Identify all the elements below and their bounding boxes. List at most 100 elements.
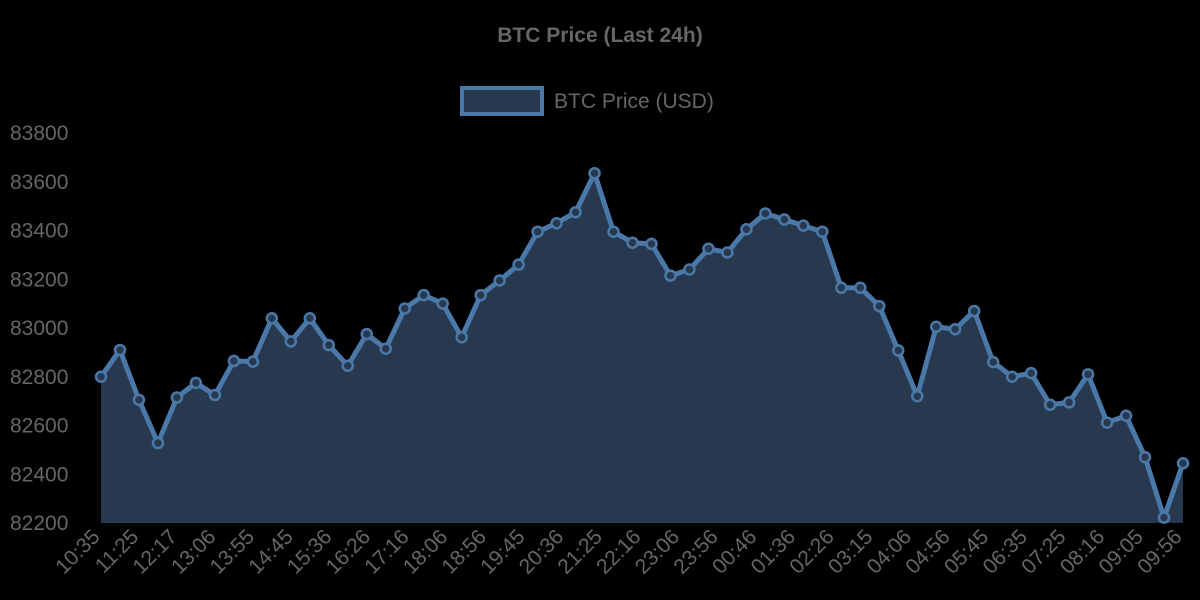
chart-title: BTC Price (Last 24h) bbox=[497, 24, 702, 47]
data-point[interactable] bbox=[683, 263, 696, 276]
data-point[interactable] bbox=[493, 274, 506, 287]
data-point[interactable] bbox=[113, 343, 127, 357]
data-point[interactable] bbox=[550, 216, 563, 230]
y-tick-label: 83000 bbox=[10, 317, 68, 340]
y-tick-label: 82400 bbox=[10, 463, 68, 486]
data-point[interactable] bbox=[284, 335, 298, 348]
data-point[interactable] bbox=[1119, 409, 1133, 422]
data-point[interactable] bbox=[607, 225, 620, 238]
x-tick-label: 08:16 bbox=[1056, 525, 1109, 578]
data-point[interactable] bbox=[1138, 450, 1152, 464]
data-point[interactable] bbox=[778, 213, 791, 226]
data-point[interactable] bbox=[360, 327, 374, 341]
data-point[interactable] bbox=[797, 219, 810, 232]
x-tick-label: 00:46 bbox=[708, 525, 761, 578]
data-point[interactable] bbox=[569, 205, 582, 219]
data-point[interactable] bbox=[455, 331, 468, 344]
data-points bbox=[94, 166, 1190, 524]
legend-label[interactable]: BTC Price (USD) bbox=[554, 90, 714, 113]
data-point[interactable] bbox=[759, 207, 772, 220]
data-point[interactable] bbox=[246, 355, 260, 368]
legend[interactable]: BTC Price (USD) bbox=[460, 86, 714, 116]
y-tick-label: 83800 bbox=[10, 122, 68, 145]
data-point[interactable] bbox=[303, 312, 317, 325]
x-tick-label: 17:16 bbox=[360, 525, 413, 578]
legend-swatch[interactable] bbox=[460, 86, 544, 116]
x-tick-label: 14:45 bbox=[244, 525, 297, 578]
y-tick-label: 82200 bbox=[10, 512, 68, 535]
x-tick-label: 18:06 bbox=[399, 525, 452, 578]
x-tick-label: 13:06 bbox=[167, 525, 220, 578]
data-point[interactable] bbox=[986, 355, 1000, 369]
x-tick-label: 12:17 bbox=[128, 525, 181, 578]
data-point[interactable] bbox=[436, 297, 449, 310]
data-point[interactable] bbox=[835, 281, 848, 295]
data-point[interactable] bbox=[740, 223, 753, 236]
data-point[interactable] bbox=[664, 269, 677, 282]
plot-area bbox=[98, 170, 1186, 523]
x-tick-label: 03:15 bbox=[824, 525, 877, 578]
data-point[interactable] bbox=[189, 376, 203, 390]
data-point[interactable] bbox=[1062, 396, 1076, 409]
data-point[interactable] bbox=[721, 246, 734, 259]
data-point[interactable] bbox=[208, 388, 222, 402]
x-tick-label: 15:36 bbox=[283, 525, 336, 578]
x-tick-label: 04:06 bbox=[863, 525, 916, 578]
data-point[interactable] bbox=[341, 359, 355, 373]
x-tick-label: 05:45 bbox=[940, 525, 993, 578]
y-tick-label: 83600 bbox=[10, 171, 68, 194]
data-point[interactable] bbox=[873, 299, 886, 313]
data-point[interactable] bbox=[322, 338, 336, 352]
data-point[interactable] bbox=[588, 166, 601, 180]
data-point[interactable] bbox=[1081, 368, 1095, 381]
y-tick-label: 83400 bbox=[10, 220, 68, 243]
x-tick-label: 16:26 bbox=[322, 525, 375, 578]
x-tick-label: 22:16 bbox=[592, 525, 645, 578]
data-point[interactable] bbox=[910, 390, 924, 403]
x-tick-label: 23:06 bbox=[631, 525, 684, 578]
series-area-fill bbox=[101, 173, 1183, 523]
data-point[interactable] bbox=[892, 344, 905, 357]
data-point[interactable] bbox=[626, 236, 639, 249]
data-point[interactable] bbox=[379, 342, 392, 355]
data-point[interactable] bbox=[132, 393, 146, 407]
data-point[interactable] bbox=[929, 320, 943, 334]
data-point[interactable] bbox=[531, 225, 544, 238]
data-point[interactable] bbox=[1157, 511, 1171, 524]
x-axis: 10:3511:2512:1713:0613:5514:4515:3616:26… bbox=[51, 525, 1186, 578]
data-point[interactable] bbox=[967, 304, 981, 318]
data-point[interactable] bbox=[948, 322, 962, 336]
y-axis: 82200 82400 82600 82800 83000 83200 83400 83600… bbox=[10, 122, 68, 535]
data-point[interactable] bbox=[702, 242, 715, 256]
data-point[interactable] bbox=[417, 288, 430, 302]
data-point[interactable] bbox=[1024, 366, 1038, 380]
data-point[interactable] bbox=[1005, 370, 1019, 383]
x-tick-label: 23:56 bbox=[669, 525, 722, 578]
x-tick-label: 04:56 bbox=[901, 525, 954, 578]
x-tick-label: 13:55 bbox=[206, 525, 259, 578]
data-point[interactable] bbox=[151, 436, 165, 450]
data-point[interactable] bbox=[1100, 416, 1114, 429]
data-point[interactable] bbox=[170, 391, 184, 404]
y-tick-label: 82600 bbox=[10, 415, 68, 438]
data-point[interactable] bbox=[474, 288, 487, 302]
x-tick-label: 19:45 bbox=[476, 525, 529, 578]
x-tick-label: 21:25 bbox=[553, 525, 606, 578]
x-tick-label: 06:35 bbox=[979, 525, 1032, 578]
data-point[interactable] bbox=[398, 302, 411, 315]
x-tick-label: 02:26 bbox=[785, 525, 838, 578]
data-point[interactable] bbox=[816, 225, 829, 238]
data-point[interactable] bbox=[1043, 398, 1057, 412]
series-line bbox=[98, 170, 1186, 521]
data-point[interactable] bbox=[94, 370, 108, 383]
data-point[interactable] bbox=[227, 354, 241, 368]
data-point[interactable] bbox=[1176, 457, 1190, 470]
x-tick-label: 09:56 bbox=[1133, 525, 1186, 578]
data-point[interactable] bbox=[854, 281, 867, 295]
data-point[interactable] bbox=[512, 258, 525, 271]
data-point[interactable] bbox=[265, 312, 279, 325]
data-point[interactable] bbox=[645, 237, 658, 251]
x-tick-label: 01:36 bbox=[747, 525, 800, 578]
